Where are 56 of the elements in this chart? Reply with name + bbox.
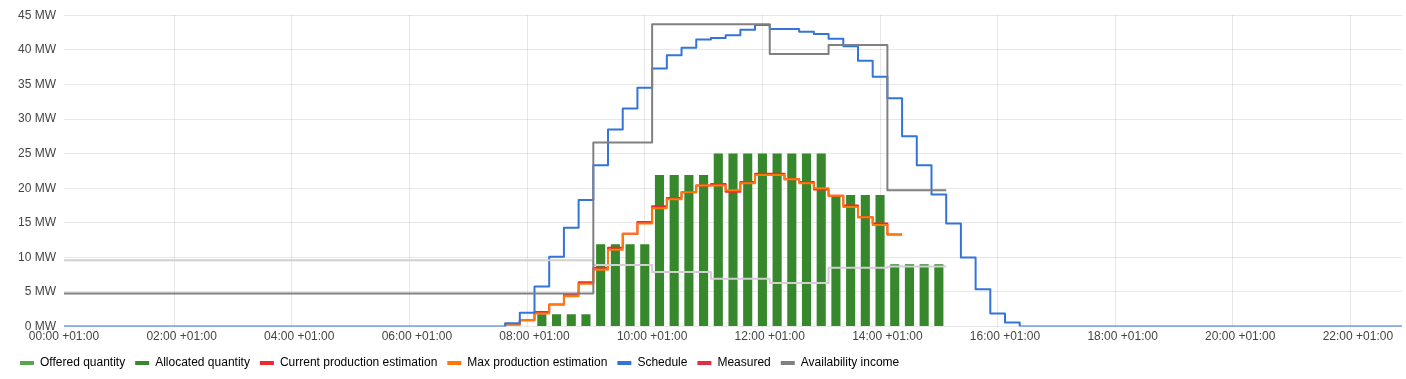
bar [552,314,562,327]
bar [801,153,812,327]
x-tick-label: 00:00 +01:00 [28,329,100,344]
y-tick-label: 45 MW [17,7,57,22]
bar [875,195,885,327]
bar [904,264,914,327]
x-tick-label: 08:00 +01:00 [499,329,571,344]
legend-label: Current production estimation [279,355,438,370]
bar [625,244,635,327]
bar [713,153,723,327]
y-tick-label: 10 MW [17,249,57,264]
y-tick-label: 25 MW [17,145,57,160]
bar [787,153,797,327]
bar [860,195,870,327]
bar [537,314,547,327]
x-tick-label: 18:00 +01:00 [1087,329,1159,344]
bar [934,264,944,327]
x-tick-label: 02:00 +01:00 [146,329,218,344]
bar [757,153,767,327]
y-tick-label: 30 MW [17,111,57,126]
bar [816,153,826,327]
x-tick-label: 06:00 +01:00 [381,329,453,344]
legend-label: Offered quantity [40,355,126,370]
bar [728,153,738,327]
y-tick-label: 35 MW [17,76,57,91]
y-tick-label: 40 MW [17,42,57,57]
legend-label: Measured [717,355,771,370]
bar [846,195,856,327]
bar [654,175,665,327]
bar [581,314,591,327]
bar [669,175,679,327]
legend-label: Availability income [800,355,900,370]
bar [610,244,620,327]
bar [743,153,753,327]
bar [772,153,782,327]
y-tick-label: 20 MW [17,180,57,195]
bar [596,244,606,327]
x-tick-label: 20:00 +01:00 [1205,329,1276,344]
bar [699,175,709,327]
bar [919,264,929,327]
legend-label: Max production estimation [467,355,608,370]
x-tick-label: 22:00 +01:00 [1322,329,1394,344]
y-tick-label: 15 MW [17,215,57,230]
legend-label: Schedule [637,355,688,370]
bar [640,244,650,327]
x-tick-label: 10:00 +01:00 [616,329,688,344]
legend-label: Allocated quantity [155,355,250,370]
bar [684,175,694,327]
bar [566,314,576,327]
bar [890,264,900,327]
x-tick-label: 14:00 +01:00 [852,329,923,344]
x-tick-label: 16:00 +01:00 [969,329,1041,344]
bar [831,195,841,327]
x-tick-label: 04:00 +01:00 [264,329,335,344]
y-tick-label: 5 MW [24,284,57,299]
x-tick-label: 12:00 +01:00 [734,329,806,344]
